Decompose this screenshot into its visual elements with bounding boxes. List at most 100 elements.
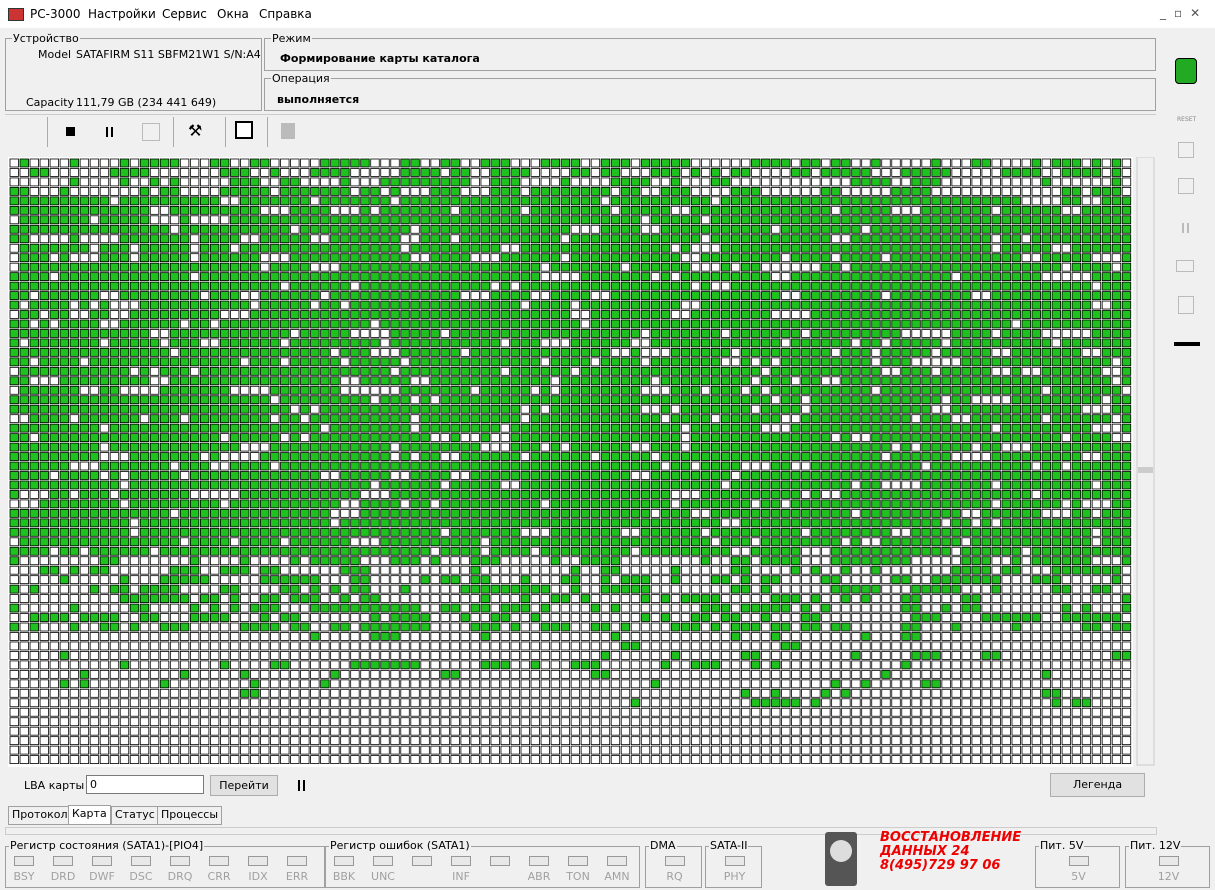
map-cell: [680, 262, 691, 272]
stop-button[interactable]: [66, 127, 75, 136]
map-cell: [590, 329, 601, 338]
map-cell: [149, 291, 160, 300]
map-cell: [480, 310, 490, 319]
map-cell: [540, 177, 550, 187]
map-cell: [460, 281, 470, 291]
map-cell: [751, 471, 761, 480]
sidebar-icon[interactable]: [1176, 260, 1194, 272]
window-buttons[interactable]: _▫✕: [1160, 6, 1209, 20]
map-cell: [590, 414, 601, 424]
map-cell: [59, 433, 70, 443]
map-cell: [650, 177, 661, 187]
map-cell: [600, 423, 611, 433]
map-cell: [490, 546, 500, 556]
map-cell: [1091, 196, 1102, 206]
map-cell: [250, 556, 260, 566]
map-cell: [360, 546, 370, 556]
map-cell: [149, 471, 160, 480]
map-cell: [670, 357, 681, 367]
map-cell: [560, 565, 571, 575]
sidebar-icon[interactable]: [1178, 296, 1194, 314]
map-cell: [560, 499, 571, 509]
map-cell: [1061, 385, 1072, 395]
map-cell: [1121, 310, 1132, 319]
map-cell: [670, 490, 681, 499]
map-cell: [640, 433, 651, 443]
map-cell: [580, 329, 591, 338]
map-cell: [280, 234, 290, 244]
map-cell: [761, 347, 771, 357]
map-cell: [280, 404, 290, 414]
map-cell: [600, 215, 611, 225]
map-cell: [821, 329, 831, 338]
map-cell: [620, 196, 631, 206]
map-cell: [1121, 442, 1132, 452]
map-cell: [59, 215, 70, 225]
sidebar-icon[interactable]: [1178, 178, 1194, 194]
exit-button[interactable]: [281, 123, 295, 139]
map-cell: [1011, 224, 1021, 234]
sidebar-pause[interactable]: [1182, 223, 1184, 233]
map-cell: [1081, 347, 1092, 357]
map-cell: [931, 537, 941, 547]
map-cell: [139, 319, 150, 329]
map-cell: [109, 414, 120, 424]
map-cell: [430, 366, 440, 376]
map-cell: [470, 537, 480, 547]
map-cell: [19, 357, 29, 367]
map-cell: [1071, 414, 1082, 424]
map-cell: [470, 310, 480, 319]
map-cell: [9, 262, 19, 272]
map-cell: [460, 187, 470, 196]
map-cell: [841, 414, 851, 424]
tool-button[interactable]: [142, 123, 160, 141]
map-cell: [1101, 310, 1112, 319]
map-cell: [901, 168, 911, 177]
pause-button[interactable]: [106, 127, 108, 137]
map-cell: [841, 300, 851, 310]
map-cell: [660, 490, 671, 499]
map-cell: [711, 471, 721, 480]
map-cell: [1041, 187, 1051, 196]
sidebar-icon[interactable]: [1178, 142, 1194, 158]
map-cell: [420, 234, 430, 244]
map-cell: [39, 461, 49, 471]
map-cell: [620, 395, 631, 405]
map-cell: [490, 205, 500, 215]
map-cell: [410, 357, 420, 367]
map-cell: [330, 177, 340, 187]
map-cell: [250, 357, 260, 367]
map-cell: [871, 196, 881, 206]
map-cell: [991, 272, 1001, 282]
map-cell: [650, 556, 661, 566]
map-cell: [721, 537, 731, 547]
map-cell: [711, 177, 721, 187]
map-cell: [159, 518, 170, 528]
map-cell: [29, 461, 39, 471]
map-cell: [129, 168, 140, 177]
map-cell: [981, 272, 991, 282]
map-cell: [670, 224, 681, 234]
map-cell: [1121, 499, 1132, 509]
map-cell: [49, 575, 60, 585]
map-cell: [500, 168, 510, 177]
map-cell: [199, 423, 210, 433]
map-cell: [971, 518, 981, 528]
map-cell: [410, 366, 420, 376]
map-cell: [911, 272, 921, 282]
tools-button[interactable]: ⚒: [188, 121, 203, 140]
drive-icon[interactable]: [1175, 58, 1197, 84]
map-cell: [260, 480, 270, 490]
reset-label[interactable]: RESET: [1177, 116, 1197, 123]
map-cell: [781, 168, 791, 177]
map-cell: [550, 461, 561, 471]
map-cell: [59, 565, 70, 575]
sidebar-icon[interactable]: [1174, 342, 1200, 346]
map-cell: [360, 329, 370, 338]
windows-button[interactable]: [235, 121, 253, 139]
map-cell: [400, 414, 410, 424]
map-cell: [1111, 546, 1122, 556]
map-cell: [560, 471, 571, 480]
map-cell: [440, 168, 450, 177]
